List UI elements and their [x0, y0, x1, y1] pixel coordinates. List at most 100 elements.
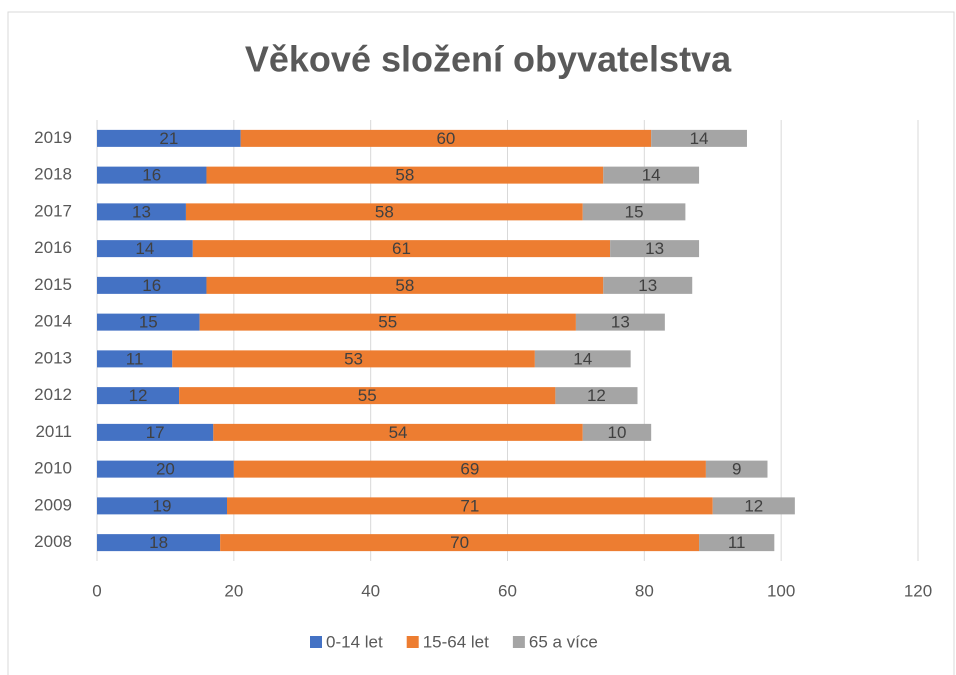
bar-segment — [97, 460, 234, 478]
bar-segment — [226, 497, 713, 515]
data-label: 60 — [436, 129, 455, 148]
data-label: 61 — [392, 239, 411, 258]
x-tick-label: 0 — [92, 581, 101, 600]
bar-segment — [97, 497, 227, 515]
legend-label: 15-64 let — [423, 632, 489, 651]
bar-segment — [582, 203, 686, 221]
bar-segment — [603, 166, 700, 184]
data-label: 14 — [573, 349, 592, 368]
bar-segment — [97, 387, 180, 405]
y-tick-label: 2008 — [34, 532, 72, 551]
bar-segment — [651, 129, 747, 147]
x-tick-label: 20 — [224, 581, 243, 600]
bar-segment — [555, 387, 638, 405]
data-label: 10 — [608, 423, 627, 442]
y-tick-label: 2009 — [34, 495, 72, 514]
bar-segment — [97, 203, 186, 221]
y-tick-label: 2018 — [34, 165, 72, 184]
bar-segment — [97, 350, 173, 368]
data-label: 12 — [587, 386, 606, 405]
bar-segment — [179, 387, 556, 405]
data-label: 69 — [460, 460, 479, 479]
bar-segment — [97, 240, 193, 258]
chart-title: Věkové složení obyvatelstva — [245, 39, 732, 80]
x-tick-label: 100 — [767, 581, 795, 600]
bar-segment — [97, 129, 241, 147]
bar-segment — [233, 460, 706, 478]
data-label: 19 — [153, 496, 172, 515]
bar-segment — [240, 129, 652, 147]
bar-segment — [712, 497, 795, 515]
y-tick-label: 2019 — [34, 128, 72, 147]
y-tick-label: 2017 — [34, 201, 72, 220]
legend-swatch — [406, 636, 419, 648]
data-label: 58 — [395, 166, 414, 185]
bar-segment — [534, 350, 631, 368]
bar-segment — [699, 534, 775, 552]
x-tick-label: 120 — [904, 581, 932, 600]
data-label: 13 — [611, 313, 630, 332]
data-label: 16 — [142, 166, 161, 185]
bar-segment — [206, 276, 604, 294]
legend-swatch — [310, 636, 322, 648]
bar-segment — [192, 240, 611, 258]
x-tick-label: 80 — [635, 581, 654, 600]
data-label: 17 — [146, 423, 165, 442]
bar-segment — [206, 166, 604, 184]
data-label: 15 — [139, 313, 158, 332]
data-label: 11 — [728, 533, 746, 552]
bar-segment — [172, 350, 535, 368]
bar-segment — [185, 203, 583, 221]
bar-segment — [97, 423, 214, 441]
data-label: 55 — [358, 386, 377, 405]
bar-segment — [213, 423, 583, 441]
legend-label: 65 a více — [529, 632, 598, 651]
bar-segment — [705, 460, 768, 478]
data-label: 14 — [135, 239, 154, 258]
bar-segment — [97, 313, 200, 331]
data-label: 18 — [149, 533, 168, 552]
data-label: 58 — [375, 202, 394, 221]
bar-segment — [582, 423, 652, 441]
bar-segment — [610, 240, 700, 258]
data-label: 55 — [378, 313, 397, 332]
data-label: 16 — [142, 276, 161, 295]
bar-segment — [603, 276, 693, 294]
legend-swatch — [512, 636, 525, 648]
data-label: 13 — [645, 239, 664, 258]
bar-segment — [97, 166, 207, 184]
y-tick-label: 2015 — [34, 275, 72, 294]
y-tick-label: 2014 — [34, 312, 72, 331]
chart-border — [7, 11, 955, 675]
data-label: 21 — [159, 129, 178, 148]
x-tick-label: 60 — [498, 581, 517, 600]
y-tick-label: 2016 — [34, 238, 72, 257]
data-label: 70 — [450, 533, 469, 552]
bar-segment — [575, 313, 665, 331]
data-label: 20 — [156, 460, 175, 479]
x-tick-label: 40 — [361, 581, 380, 600]
bar-segment — [97, 276, 207, 294]
data-label: 13 — [132, 202, 151, 221]
data-label: 12 — [744, 496, 763, 515]
data-label: 54 — [389, 423, 408, 442]
y-tick-label: 2012 — [34, 385, 72, 404]
bar-segment — [199, 313, 576, 331]
y-tick-label: 2011 — [35, 422, 72, 441]
data-label: 14 — [642, 166, 661, 185]
legend-label: 0-14 let — [326, 632, 383, 651]
data-label: 14 — [690, 129, 709, 148]
bar-segment — [220, 534, 700, 552]
y-tick-label: 2010 — [34, 459, 72, 478]
data-label: 53 — [344, 349, 363, 368]
data-label: 58 — [395, 276, 414, 295]
bar-segment — [97, 534, 221, 552]
data-label: 71 — [460, 496, 479, 515]
data-label: 12 — [129, 386, 148, 405]
y-tick-label: 2013 — [34, 348, 72, 367]
data-label: 11 — [126, 349, 144, 368]
data-label: 15 — [625, 202, 644, 221]
data-label: 13 — [638, 276, 657, 295]
data-label: 9 — [732, 460, 741, 479]
